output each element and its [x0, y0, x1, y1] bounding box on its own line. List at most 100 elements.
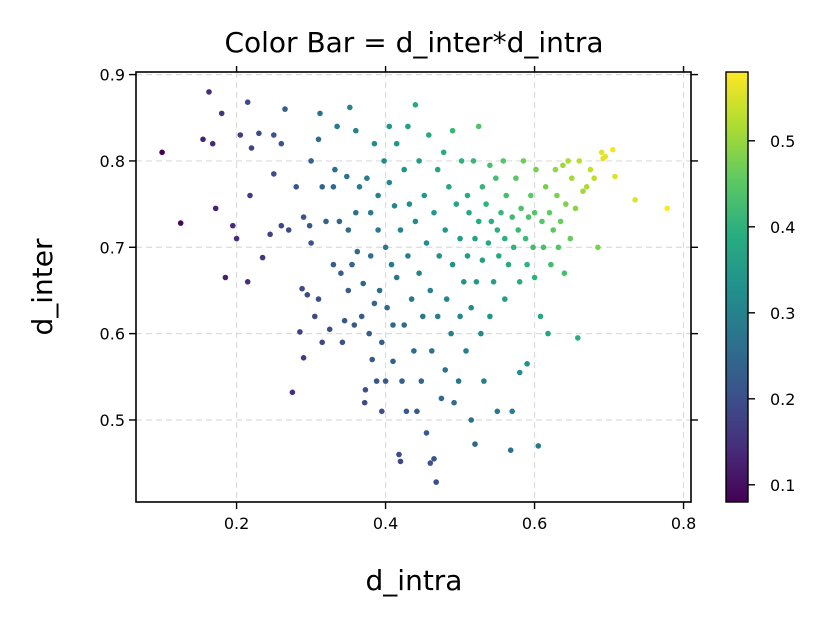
data-point — [468, 417, 475, 423]
data-point — [610, 146, 616, 153]
data-point — [159, 149, 165, 156]
y-axis-label: d_inter — [26, 238, 59, 336]
data-point — [399, 378, 405, 384]
data-point — [494, 408, 501, 415]
data-point — [664, 205, 670, 212]
data-point — [200, 136, 206, 143]
data-point — [453, 201, 460, 207]
data-point — [376, 287, 383, 294]
data-point — [297, 329, 303, 335]
data-point — [446, 184, 452, 190]
data-point — [463, 348, 469, 354]
data-point — [271, 132, 277, 138]
data-point — [540, 244, 547, 251]
data-point — [356, 184, 363, 190]
data-point — [381, 158, 387, 164]
data-point — [516, 279, 523, 285]
data-point — [565, 158, 571, 164]
data-point — [487, 313, 493, 320]
data-point — [315, 136, 322, 143]
data-point — [461, 279, 467, 285]
y-tick-label: 0.7 — [100, 238, 125, 257]
data-point — [632, 197, 638, 203]
data-point — [397, 227, 404, 233]
data-point — [384, 304, 390, 311]
data-point — [345, 287, 352, 294]
data-point — [561, 270, 568, 277]
data-point — [362, 387, 369, 393]
data-point — [554, 192, 560, 199]
data-point — [548, 261, 554, 268]
data-point — [516, 369, 523, 376]
data-point — [315, 296, 322, 302]
data-point — [546, 209, 553, 216]
data-point — [429, 348, 435, 354]
data-point — [485, 240, 492, 246]
data-point — [475, 123, 482, 130]
data-point — [488, 218, 495, 225]
data-point — [575, 335, 581, 341]
data-point — [278, 222, 285, 229]
data-point — [442, 367, 449, 373]
data-point — [347, 104, 353, 111]
data-point — [209, 140, 216, 147]
data-point — [550, 227, 556, 233]
data-point — [433, 479, 440, 485]
data-point — [449, 127, 456, 134]
data-point — [458, 158, 465, 164]
data-point — [423, 240, 430, 246]
data-point — [457, 235, 463, 242]
data-point — [308, 158, 314, 164]
data-point — [426, 132, 432, 138]
x-tick-label: 0.8 — [671, 514, 696, 533]
y-axis-ticks: 0.5 0.6 0.7 0.8 0.9 — [100, 66, 698, 430]
data-points — [159, 89, 670, 485]
data-point — [401, 322, 408, 328]
data-point — [481, 378, 487, 384]
x-axis-label: d_intra — [366, 564, 463, 597]
data-point — [496, 253, 502, 259]
data-point — [442, 227, 449, 233]
data-point — [367, 209, 374, 216]
data-point — [354, 248, 361, 255]
plot-frame — [135, 71, 692, 503]
data-point — [494, 227, 501, 233]
data-point — [478, 330, 484, 337]
data-point — [373, 378, 380, 384]
data-point — [212, 205, 219, 212]
data-point — [427, 287, 434, 294]
data-point — [304, 292, 311, 298]
data-point — [587, 166, 594, 173]
data-point — [247, 192, 253, 199]
data-point — [222, 274, 229, 281]
data-point — [411, 348, 417, 354]
data-point — [576, 158, 583, 164]
data-point — [336, 218, 343, 225]
colorbar-tick-label: 0.1 — [770, 476, 795, 495]
y-tick-label: 0.8 — [100, 152, 125, 171]
data-point — [230, 222, 236, 229]
data-point — [406, 201, 413, 207]
data-point — [237, 132, 244, 138]
data-point — [371, 300, 378, 307]
data-point — [572, 205, 579, 212]
data-point — [345, 227, 352, 233]
data-point — [306, 222, 313, 229]
data-point — [498, 209, 504, 216]
data-point — [299, 285, 305, 292]
data-point — [505, 261, 512, 268]
data-point — [479, 257, 486, 264]
data-point — [341, 317, 348, 324]
data-point — [319, 339, 326, 346]
data-point — [396, 451, 402, 458]
data-point — [470, 158, 477, 164]
data-point — [420, 313, 426, 320]
data-point — [338, 270, 344, 277]
data-point — [528, 192, 534, 199]
data-point — [443, 296, 450, 302]
data-point — [177, 220, 184, 226]
data-point — [386, 179, 393, 186]
data-point — [434, 313, 441, 320]
data-point — [360, 280, 367, 287]
data-point — [388, 261, 395, 268]
